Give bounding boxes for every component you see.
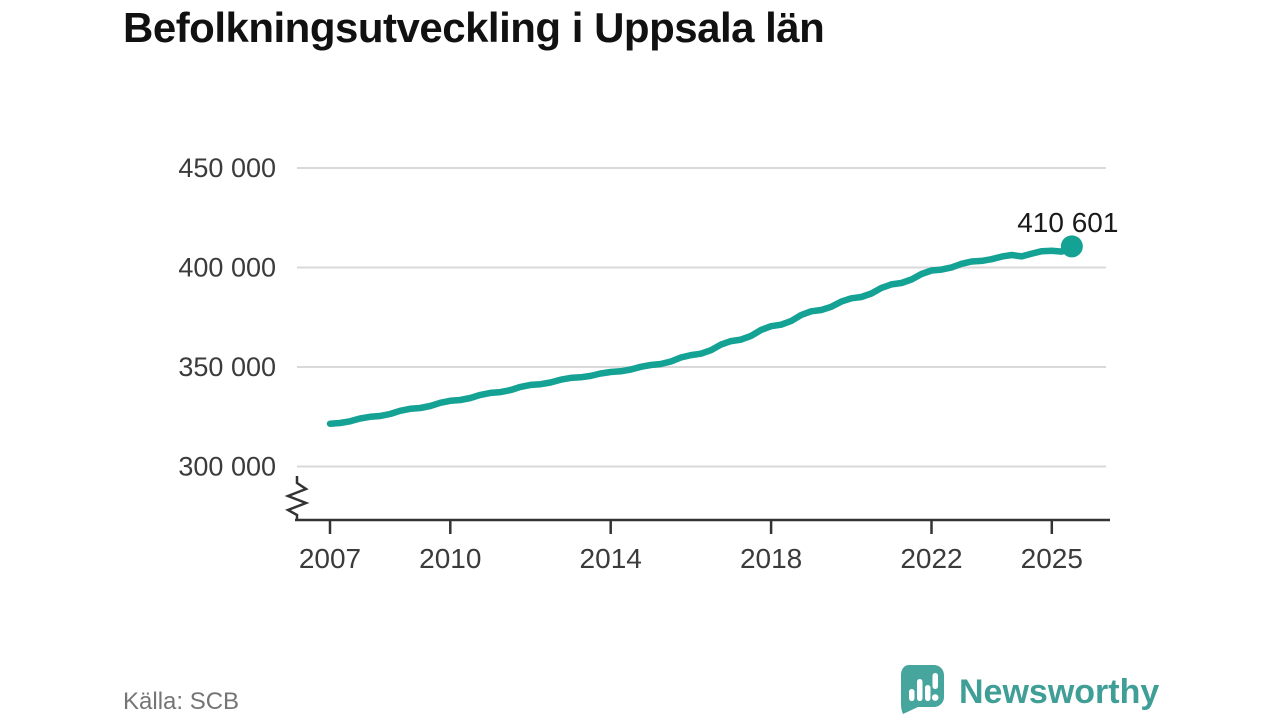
x-tick-label: 2010 (419, 543, 481, 574)
x-tick-label: 2022 (900, 543, 962, 574)
newsworthy-logo[interactable]: Newsworthy (896, 663, 1159, 720)
newsworthy-logo-icon (896, 663, 946, 720)
y-tick-label: 300 000 (178, 452, 276, 482)
x-tick-label: 2007 (299, 543, 361, 574)
newsworthy-logo-text: Newsworthy (959, 672, 1160, 711)
chart-title: Befolkningsutveckling i Uppsala län (123, 4, 825, 51)
x-tick-label: 2018 (740, 543, 802, 574)
population-line-chart: 300 000 350 000 400 000 450 000 2007 2010 2014… (178, 153, 1118, 574)
end-point-dot (1060, 235, 1083, 258)
source-label: Källa: SCB (123, 688, 240, 715)
y-tick-label: 350 000 (178, 352, 276, 382)
axis-break-icon (284, 476, 310, 520)
x-tick-label: 2025 (1021, 543, 1083, 574)
end-value-label: 410 601 (1017, 207, 1118, 238)
population-line (326, 243, 1076, 427)
y-tick-label: 400 000 (178, 253, 276, 283)
x-tick-label: 2014 (580, 543, 642, 574)
y-tick-label: 450 000 (178, 153, 276, 183)
